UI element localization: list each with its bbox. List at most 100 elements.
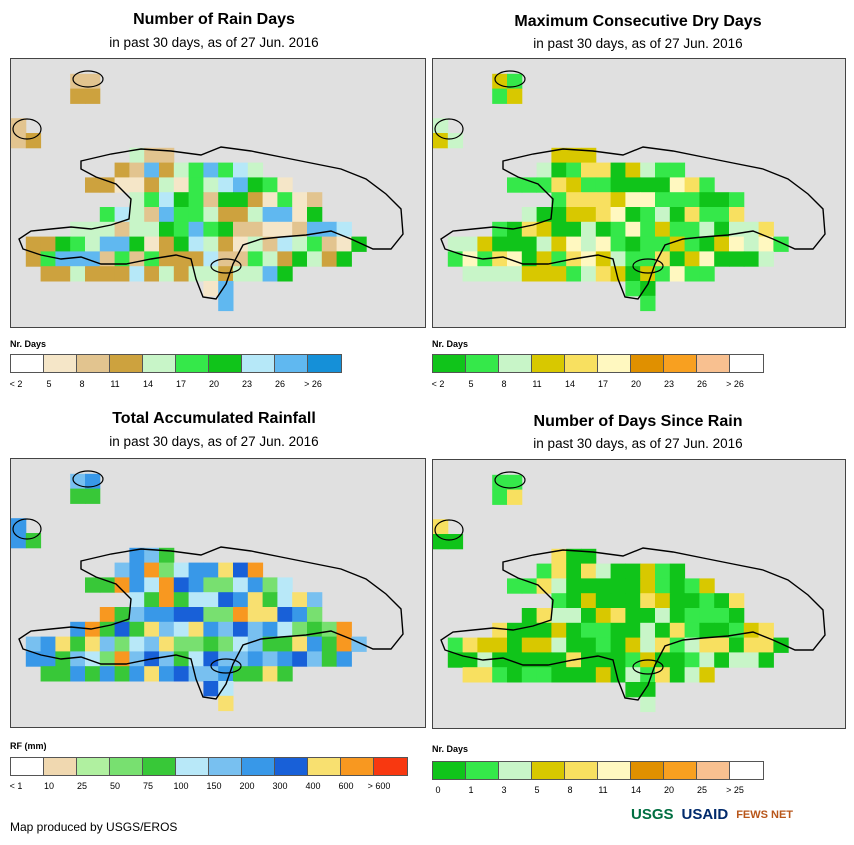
map-cell	[507, 622, 523, 639]
map-cell	[684, 652, 700, 668]
map-cell	[581, 251, 597, 267]
map-cell	[551, 548, 567, 565]
map-cell	[507, 266, 523, 282]
map-cell	[233, 266, 249, 282]
map-cell	[173, 592, 190, 608]
map-cell	[462, 652, 478, 668]
map-cell	[551, 162, 567, 178]
map-cell	[173, 607, 190, 623]
map-cell	[129, 562, 145, 578]
map-cell	[699, 192, 715, 208]
map-cell	[655, 177, 671, 193]
legend-tick: 11	[532, 379, 542, 389]
map-cell	[477, 667, 493, 683]
legend-tick: 100	[173, 781, 189, 791]
map-cell	[173, 162, 190, 178]
map-cell	[129, 147, 145, 164]
map-cell	[203, 236, 219, 252]
map-cell	[144, 266, 160, 282]
map-cell	[551, 147, 567, 164]
panel-title: Maximum Consecutive Dry Days	[514, 13, 762, 30]
map-cell	[684, 251, 700, 267]
map-cell	[159, 666, 175, 682]
legend-swatch	[176, 355, 209, 372]
map-cell	[173, 236, 190, 252]
map-cell	[640, 622, 656, 639]
map-cell	[714, 652, 730, 668]
map-cell	[173, 621, 190, 638]
legend-tick: < 2	[431, 379, 445, 389]
map-cell	[129, 592, 145, 608]
legend-tick: 14	[630, 785, 642, 795]
map-cell	[129, 207, 145, 223]
legend-tick: 23	[241, 379, 253, 389]
map-cell	[743, 637, 760, 653]
legend-swatch	[433, 355, 466, 372]
map-cell	[729, 236, 745, 252]
legend-swatch	[110, 758, 143, 775]
map-cell	[684, 192, 700, 208]
map-cell	[292, 592, 308, 608]
map-cell	[321, 621, 338, 638]
map-cell	[581, 608, 597, 624]
legend-swatch	[532, 762, 565, 779]
map-cell	[40, 236, 56, 252]
map-cell	[655, 637, 671, 653]
map-cell	[625, 251, 641, 267]
map-cell	[492, 652, 508, 668]
map-cell	[70, 621, 86, 638]
map-cell	[277, 236, 293, 252]
map-cell	[277, 266, 293, 282]
map-cell	[669, 266, 686, 282]
map-cell	[114, 607, 130, 623]
island-outline	[210, 658, 242, 674]
map-cell	[581, 652, 597, 668]
map-cell	[188, 562, 204, 578]
map-cell	[188, 192, 204, 208]
map-cell	[566, 192, 582, 208]
map-cell	[114, 577, 130, 593]
map-cell	[625, 563, 641, 579]
island-outline	[210, 258, 242, 274]
map-cell	[684, 667, 700, 683]
map-cell	[336, 636, 352, 652]
map-cell	[566, 548, 582, 565]
map-cell	[292, 192, 308, 208]
map-cell	[492, 266, 508, 282]
map-cell	[233, 651, 249, 667]
map-cell	[743, 251, 760, 267]
legend-swatch	[730, 355, 763, 372]
map-cell	[159, 192, 175, 208]
legend-tick: 14	[564, 379, 576, 389]
map-cell	[684, 578, 700, 594]
coastline	[440, 547, 826, 701]
map-cell	[173, 251, 190, 267]
map-cell	[729, 593, 745, 609]
map-cell	[640, 608, 656, 624]
map-cell	[640, 593, 656, 609]
map-cell	[203, 192, 219, 208]
map-cell	[610, 637, 626, 653]
legend-swatch	[598, 355, 631, 372]
map-cell	[655, 667, 671, 683]
map-cell	[507, 177, 523, 193]
map-cell	[233, 162, 249, 178]
map-cell	[640, 192, 656, 208]
map-cell	[684, 236, 700, 252]
map-cell	[669, 162, 686, 178]
legend-swatch	[374, 758, 407, 775]
map-cell	[173, 577, 190, 593]
legend-swatch	[242, 758, 275, 775]
map-cell	[307, 251, 323, 267]
map-cell	[729, 192, 745, 208]
map-cell	[99, 207, 116, 223]
island-outline	[632, 659, 664, 675]
map-cell	[144, 192, 160, 208]
legend-tick: < 2	[9, 379, 23, 389]
legend-swatch	[176, 758, 209, 775]
map-cell	[669, 177, 686, 193]
map-cell	[55, 666, 71, 682]
map-cell	[292, 636, 308, 652]
map-cell	[277, 651, 293, 667]
map-cell	[218, 681, 234, 697]
